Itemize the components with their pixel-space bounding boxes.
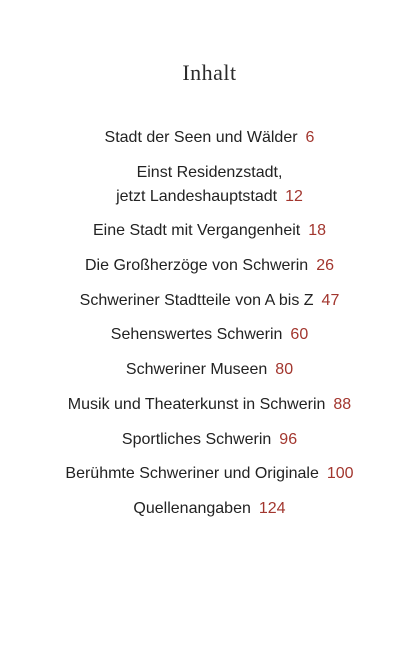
toc-entry-page: 88 [333,395,352,413]
toc-entry-page: 18 [308,222,327,240]
toc-entry-title: Stadt der Seen und Wälder [104,129,298,146]
toc-entry-beruehmte[interactable]: Berühmte Schweriner und Originale 100 [0,462,419,486]
page-title: Inhalt [182,60,237,85]
toc-entry-title-line1: Einst Residenzstadt, [136,163,283,181]
toc-entry-page: 96 [279,430,298,448]
toc-entry-title: Die Großherzöge von Schwerin [84,257,309,275]
toc-entry-page: 80 [275,361,294,379]
toc-entry-page: 124 [258,499,286,517]
toc-entry-vergangenheit[interactable]: Eine Stadt mit Vergangenheit 18 [0,219,419,243]
toc-entry-title: Sportliches Schwerin [121,430,272,448]
toc-entry-page: 26 [316,257,334,275]
toc-entry-title-line2-text: jetzt Landeshauptstadt [116,187,278,205]
toc-entry-page: 100 [326,465,354,483]
toc-entry-stadt-der-seen[interactable]: Stadt der Seen und Wälder 6 [0,126,419,150]
toc-entry-title: Schweriner Museen [125,361,268,379]
toc-entry-title: Eine Stadt mit Vergangenheit [92,222,301,240]
toc-entry-title: Schweriner Stadtteile von A bis Z [79,291,314,309]
toc-entry-musik-theater[interactable]: Musik und Theaterkunst in Schwerin 88 [0,393,419,417]
toc-entry-residenzstadt[interactable]: Einst Residenzstadt, jetzt Landeshauptst… [0,161,419,209]
toc-entry-page: 6 [305,129,315,146]
toc-entry-stadtteile[interactable]: Schweriner Stadtteile von A bis Z 47 [0,289,419,313]
toc-entry-page: 12 [285,187,303,205]
toc-entry-title: Sehenswertes Schwerin [110,326,283,344]
toc-entry-page: 60 [290,326,309,344]
toc-entry-title: Quellenangaben [133,499,251,517]
toc-entry-page: 47 [321,291,340,309]
toc-entry-sportliches[interactable]: Sportliches Schwerin 96 [0,428,419,452]
toc-entry-title: Berühmte Schweriner und Originale [65,465,319,483]
toc-entry-quellenangaben[interactable]: Quellenangaben 124 [0,497,419,521]
toc-entry-grossherzoege[interactable]: Die Großherzöge von Schwerin 26 [0,254,419,278]
toc-entry-museen[interactable]: Schweriner Museen 80 [0,358,419,382]
toc-entry-sehenswertes[interactable]: Sehenswertes Schwerin 60 [0,323,419,347]
toc-entry-title-line2: jetzt Landeshauptstadt 12 [0,185,419,209]
table-of-contents: Stadt der Seen und Wälder 6 Einst Residen… [0,126,419,532]
toc-entry-title: Musik und Theaterkunst in Schwerin [67,395,326,413]
